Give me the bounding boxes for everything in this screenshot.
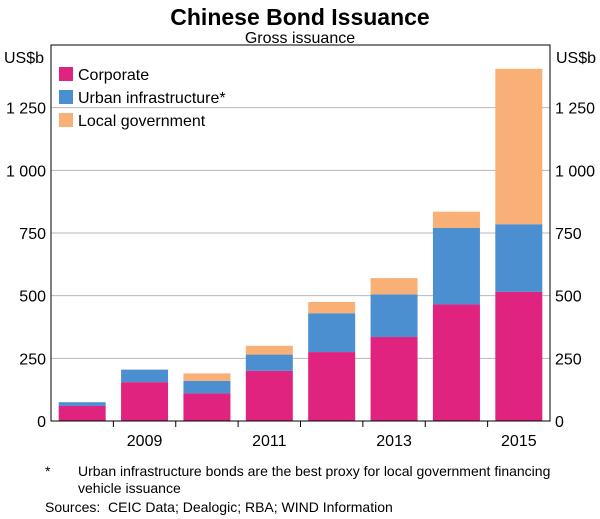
- chart-subtitle: Gross issuance: [244, 30, 356, 47]
- y-tick-label-right-2: 500: [555, 289, 582, 306]
- y-tick-label-right-1: 250: [555, 351, 582, 368]
- bar-2011-1: [245, 354, 293, 371]
- bar-2010-2: [183, 373, 231, 381]
- y-tick-label-left-0: 0: [37, 414, 46, 431]
- legend-label-1: Urban infrastructure*: [78, 90, 226, 107]
- y-tick-label-right-3: 750: [555, 226, 582, 243]
- bar-2010-0: [183, 393, 231, 421]
- y-tick-label-left-2: 500: [19, 289, 46, 306]
- legend-swatch-1: [59, 90, 73, 104]
- y-tick-label-left-3: 750: [19, 226, 46, 243]
- bar-2013-2: [370, 278, 418, 295]
- y-tick-label-right-4: 1 000: [555, 163, 595, 180]
- y-tick-label-left-4: 1 000: [6, 163, 46, 180]
- bar-2009-1: [121, 369, 169, 383]
- x-tick-label-2013: 2013: [376, 433, 412, 450]
- bar-2015-1: [495, 224, 543, 292]
- bar-2012-2: [308, 301, 356, 314]
- footnote-text: Urban infrastructure bonds are the best …: [78, 463, 551, 496]
- bar-2015-0: [495, 291, 543, 421]
- right-axis-unit: US$b: [555, 50, 596, 67]
- chart-title: Chinese Bond Issuance: [170, 4, 430, 30]
- bar-2013-0: [370, 337, 418, 421]
- bar-2008-0: [58, 405, 106, 421]
- bar-2011-2: [245, 345, 293, 355]
- x-tick-label-2015: 2015: [501, 433, 537, 450]
- x-tick-label-2011: 2011: [252, 433, 287, 450]
- legend-label-2: Local government: [78, 113, 206, 130]
- left-axis-unit: US$b: [4, 50, 45, 67]
- bar-2014-0: [432, 304, 480, 421]
- bar-2013-1: [370, 294, 418, 338]
- bar-2011-0: [245, 370, 293, 421]
- footnote-marker: *: [45, 463, 51, 479]
- bar-2012-1: [308, 313, 356, 353]
- plot-frame: [50, 44, 551, 422]
- y-tick-label-right-0: 0: [555, 414, 564, 431]
- y-tick-label-left-1: 250: [19, 351, 46, 368]
- y-tick-label-left-5: 1 250: [6, 101, 46, 118]
- sources-text: CEIC Data; Dealogic; RBA; WIND Informati…: [108, 499, 393, 515]
- sources-line: Sources: CEIC Data; Dealogic; RBA; WIND …: [45, 499, 393, 516]
- x-tick-label-2009: 2009: [127, 433, 163, 450]
- bar-2015-2: [495, 68, 543, 225]
- bar-2014-2: [432, 211, 480, 228]
- bar-2012-0: [308, 352, 356, 421]
- bar-2014-1: [432, 227, 480, 305]
- bar-2008-1: [58, 402, 106, 406]
- legend-label-0: Corporate: [78, 67, 149, 84]
- legend-swatch-0: [59, 67, 73, 81]
- sources-label: Sources:: [45, 499, 101, 515]
- legend-swatch-2: [59, 113, 73, 127]
- bar-2009-0: [121, 382, 169, 421]
- y-tick-label-right-5: 1 250: [555, 101, 595, 118]
- bar-2010-1: [183, 380, 231, 394]
